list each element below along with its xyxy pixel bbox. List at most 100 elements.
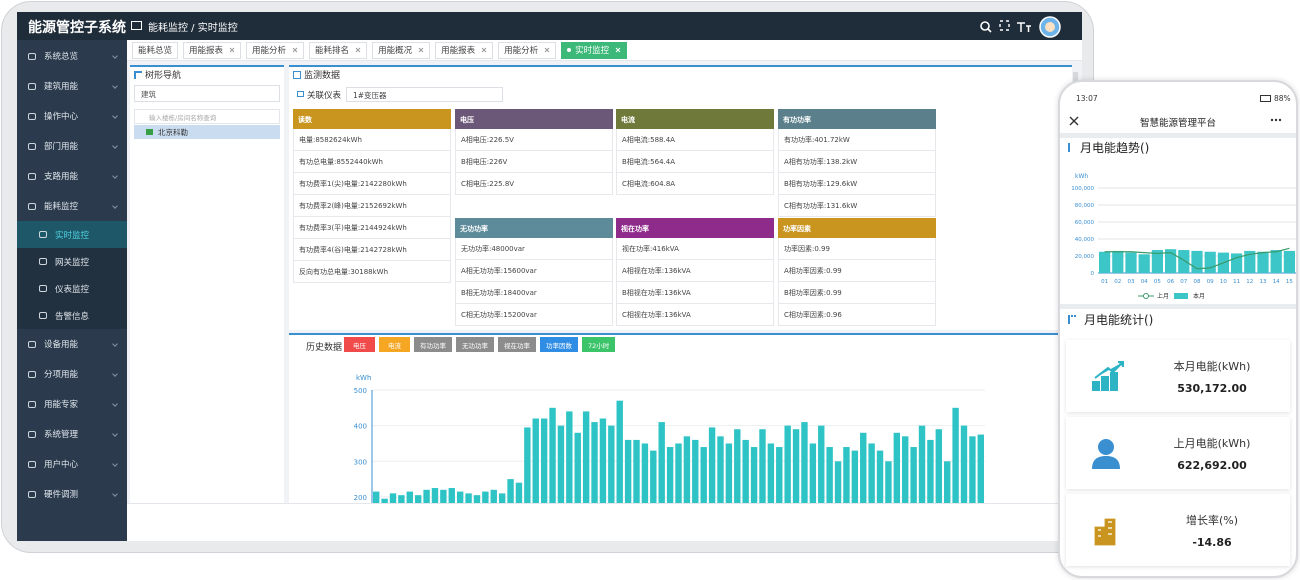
status-time: 13:07 xyxy=(1076,94,1098,103)
avatar-face xyxy=(1045,22,1055,32)
bar xyxy=(540,418,548,503)
bar xyxy=(734,429,741,503)
menu-item[interactable]: 分项用能 xyxy=(17,359,127,389)
tab-label: 能耗排名 xyxy=(315,46,350,56)
bar xyxy=(616,400,623,503)
menu-item[interactable]: 系统管理 xyxy=(17,419,127,449)
stat-label: 上月电能(kWh) xyxy=(1173,437,1251,450)
card-title: 无功功率 xyxy=(455,218,613,238)
submenu-item[interactable]: 实时监控 xyxy=(17,221,127,248)
graphic xyxy=(1093,517,1117,547)
menu-item[interactable]: 支路用能 xyxy=(17,161,127,191)
menu-item[interactable]: 部门用能 xyxy=(17,131,127,161)
bar xyxy=(482,491,489,503)
card-title: 有功功率 xyxy=(778,109,936,129)
panel-head-line xyxy=(130,65,284,67)
submenu-item[interactable]: 网关监控 xyxy=(17,248,127,275)
node-label: 北京科勒 xyxy=(158,128,188,137)
tab-close xyxy=(355,47,361,53)
bar xyxy=(1191,250,1203,273)
tab[interactable]: 用能分析 xyxy=(498,41,557,59)
bar xyxy=(801,422,808,503)
bar xyxy=(666,447,674,503)
select-value: 建筑 xyxy=(141,90,156,99)
tab-label: 能耗总览 xyxy=(138,46,173,56)
more-dot xyxy=(1278,118,1282,122)
filter-button[interactable]: 有功功率 xyxy=(414,337,452,352)
bar xyxy=(373,491,380,503)
stat-value: 530,172.00 xyxy=(1177,382,1247,395)
submenu-item[interactable]: 仪表监控 xyxy=(17,275,127,302)
menu-icon xyxy=(39,231,47,238)
filter-button[interactable]: 电流 xyxy=(379,337,410,352)
section-icon xyxy=(1068,315,1076,324)
bar xyxy=(969,436,976,503)
graphic xyxy=(355,47,361,53)
meter-select[interactable]: 1#变压器 xyxy=(346,87,503,102)
bar xyxy=(381,498,388,503)
bar xyxy=(1283,250,1295,273)
tab-close xyxy=(544,47,550,53)
bar xyxy=(935,429,943,503)
card-item: 无功功率:48000var xyxy=(455,238,613,260)
menu-item[interactable]: 操作中心 xyxy=(17,101,127,131)
filter-button[interactable]: 无功功率 xyxy=(456,337,494,352)
menu-item[interactable]: 能耗监控 xyxy=(17,191,127,221)
chevron xyxy=(112,431,118,437)
menu-item[interactable]: 建筑用能 xyxy=(17,71,127,101)
x-tick-label: 02 xyxy=(1114,279,1121,285)
divider xyxy=(1060,133,1296,138)
menu-item[interactable]: 硬件调测 xyxy=(17,479,127,509)
bar xyxy=(515,482,523,503)
bar xyxy=(448,488,455,503)
filter-button[interactable]: 功率因数 xyxy=(540,337,578,352)
bar xyxy=(893,432,901,503)
menu-icon xyxy=(39,285,47,292)
tab[interactable]: 用能报表 xyxy=(183,41,242,59)
filter-button[interactable]: 电压 xyxy=(344,337,375,352)
bar xyxy=(1138,254,1150,273)
menu-label: 建筑用能 xyxy=(44,82,79,92)
bar xyxy=(902,436,909,503)
building-select[interactable]: 建筑 xyxy=(134,85,280,102)
card-item: A相视在功率:136kVA xyxy=(616,260,774,282)
tab[interactable]: 用能分析 xyxy=(246,41,305,59)
chevron xyxy=(112,371,118,377)
card-title: 电流 xyxy=(616,109,774,129)
bar xyxy=(784,425,791,503)
bar xyxy=(591,422,598,503)
bar xyxy=(851,450,859,503)
card-item: A相功率因素:0.99 xyxy=(778,260,936,282)
menu-item[interactable]: 系统总览 xyxy=(17,41,127,71)
submenu-item[interactable]: 告警信息 xyxy=(17,302,127,329)
tab[interactable]: 用能报表 xyxy=(435,41,494,59)
app-title: 能源管控子系统 xyxy=(28,20,126,36)
menu-icon xyxy=(131,21,142,30)
filter-button[interactable]: 72小时 xyxy=(582,337,616,352)
history-title: 历史数据 xyxy=(306,343,343,353)
tab[interactable]: 能耗排名 xyxy=(309,41,368,59)
x-tick-label: 15 xyxy=(1286,279,1293,285)
card-item: C相有功功率:131.6kW xyxy=(778,195,936,217)
menu-item[interactable]: 设备用能 xyxy=(17,329,127,359)
bar xyxy=(1231,253,1243,273)
menu-item[interactable]: 用能专家 xyxy=(17,389,127,419)
bar xyxy=(507,479,514,503)
tab[interactable]: 实时监控 xyxy=(561,41,628,59)
filter-button[interactable]: 视在功率 xyxy=(498,337,536,352)
screen: 能源管控子系统 能耗监控 / 实时监控 系统总览 建筑用能 操作中心 部门用能 支路用能 能耗… xyxy=(17,12,1082,541)
tree-node[interactable]: 北京科勒 xyxy=(134,125,280,139)
search-input[interactable]: 输入楼栋/房间名称查询 xyxy=(134,109,280,124)
menu-label: 网关监控 xyxy=(55,257,90,268)
card-item: 有功费率4(谷)电量:2142728kWh xyxy=(293,239,451,261)
tab[interactable]: 用能概况 xyxy=(372,41,431,59)
tab[interactable]: 能耗总览 xyxy=(132,41,179,59)
tree-title: 树形导航 xyxy=(145,71,182,81)
tab-close xyxy=(481,47,487,53)
menu-icon xyxy=(28,370,36,378)
menu-label: 硬件调测 xyxy=(44,490,79,500)
data-card: 视在功率 视在功率:416kVA A相视在功率:136kVA B相视在功率:136kV… xyxy=(616,218,774,326)
bar xyxy=(414,495,422,503)
menu-item[interactable]: 用户中心 xyxy=(17,449,127,479)
more-dot xyxy=(1270,118,1274,122)
